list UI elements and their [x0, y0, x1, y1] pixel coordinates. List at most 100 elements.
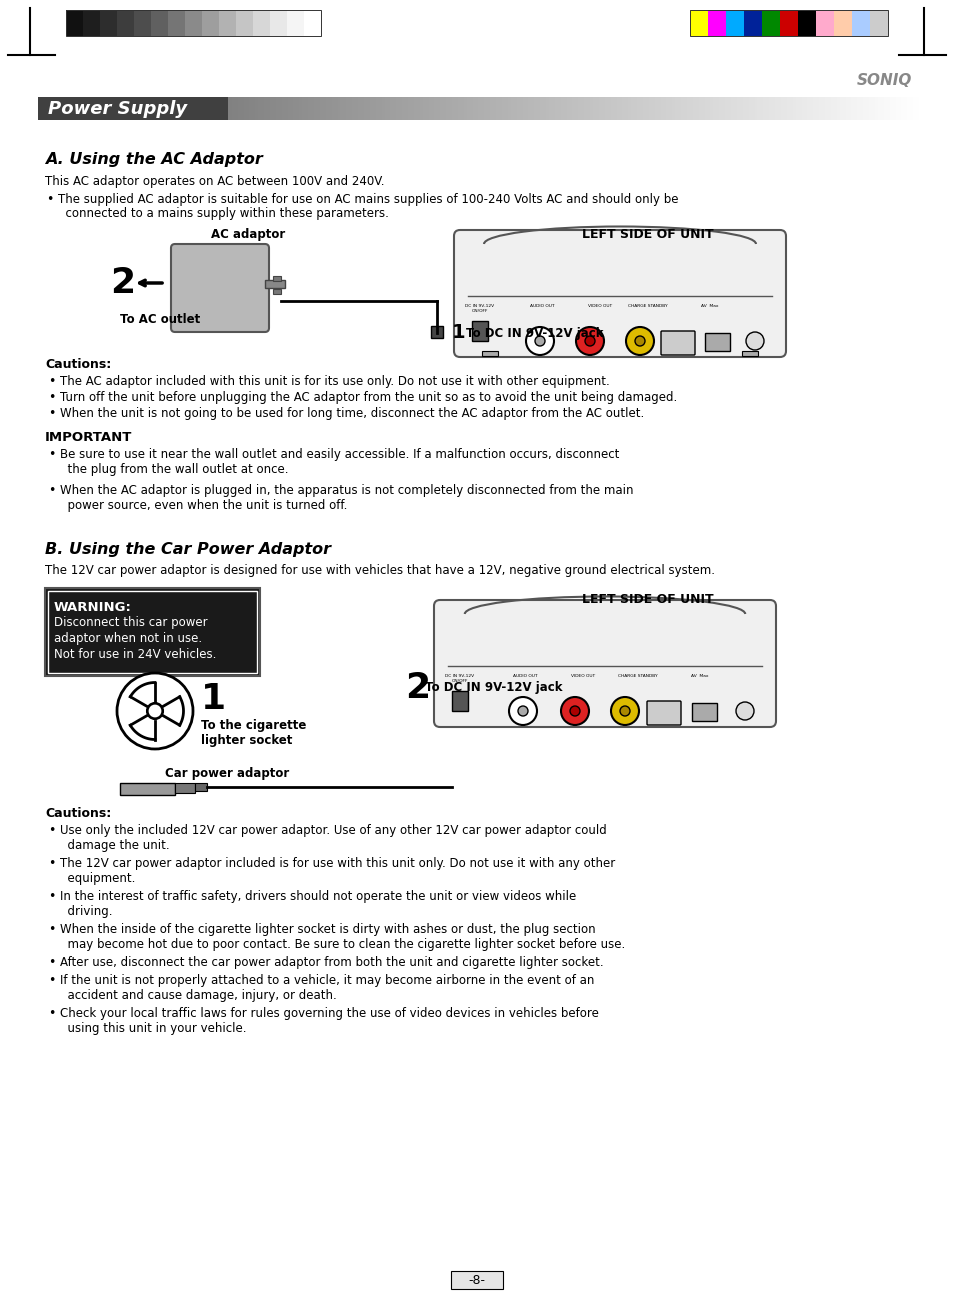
Bar: [73, 97, 76, 119]
FancyBboxPatch shape: [646, 701, 680, 726]
Circle shape: [625, 327, 654, 354]
Bar: [624, 97, 628, 119]
Text: After use, disconnect the car power adaptor from both the unit and cigarette lig: After use, disconnect the car power adap…: [60, 957, 603, 970]
Bar: [607, 97, 610, 119]
Bar: [666, 97, 669, 119]
Bar: [446, 97, 449, 119]
Text: LEFT SIDE OF UNIT: LEFT SIDE OF UNIT: [581, 593, 713, 606]
Bar: [915, 97, 918, 119]
Bar: [219, 10, 235, 36]
Text: •: •: [48, 890, 55, 903]
Bar: [539, 97, 542, 119]
Bar: [475, 97, 478, 119]
Text: To DC IN 9V-12V jack: To DC IN 9V-12V jack: [465, 327, 603, 340]
Bar: [117, 10, 133, 36]
Bar: [261, 97, 264, 119]
Bar: [370, 97, 373, 119]
Bar: [253, 10, 270, 36]
Bar: [355, 97, 357, 119]
Bar: [801, 97, 803, 119]
Bar: [126, 97, 129, 119]
Bar: [493, 97, 496, 119]
Bar: [270, 97, 273, 119]
Bar: [768, 97, 771, 119]
Bar: [596, 97, 598, 119]
Bar: [460, 97, 463, 119]
Bar: [103, 97, 106, 119]
Bar: [833, 97, 836, 119]
Bar: [360, 97, 364, 119]
Bar: [443, 97, 446, 119]
Bar: [657, 97, 659, 119]
Bar: [299, 97, 302, 119]
Bar: [816, 97, 819, 119]
Bar: [586, 97, 590, 119]
Bar: [648, 97, 651, 119]
Circle shape: [635, 336, 644, 347]
Bar: [436, 97, 440, 119]
Bar: [780, 10, 797, 36]
Bar: [322, 97, 326, 119]
Text: When the AC adaptor is plugged in, the apparatus is not completely disconnected : When the AC adaptor is plugged in, the a…: [60, 484, 633, 497]
Text: AV  Max: AV Max: [700, 304, 718, 308]
Text: To AC outlet: To AC outlet: [120, 313, 200, 326]
Bar: [558, 97, 560, 119]
Bar: [398, 97, 402, 119]
Bar: [877, 97, 880, 119]
Text: accident and cause damage, injury, or death.: accident and cause damage, injury, or de…: [60, 989, 336, 1002]
Bar: [387, 97, 390, 119]
Bar: [422, 97, 425, 119]
Bar: [85, 97, 88, 119]
Bar: [226, 97, 229, 119]
Bar: [265, 280, 285, 288]
Bar: [311, 97, 314, 119]
Text: •: •: [48, 857, 55, 870]
Bar: [48, 591, 256, 672]
FancyBboxPatch shape: [660, 331, 695, 354]
Bar: [504, 97, 507, 119]
Bar: [112, 97, 114, 119]
Bar: [199, 97, 202, 119]
Bar: [745, 97, 748, 119]
Bar: [510, 97, 514, 119]
Bar: [806, 97, 809, 119]
Bar: [754, 97, 757, 119]
Circle shape: [610, 697, 639, 726]
Bar: [669, 97, 672, 119]
Text: To the cigarette
lighter socket: To the cigarette lighter socket: [201, 719, 306, 748]
Text: equipment.: equipment.: [60, 872, 135, 885]
Bar: [868, 97, 871, 119]
Bar: [748, 97, 751, 119]
Bar: [675, 97, 678, 119]
Bar: [93, 97, 96, 119]
Text: Car power adaptor: Car power adaptor: [165, 767, 289, 780]
Text: the plug from the wall outlet at once.: the plug from the wall outlet at once.: [60, 463, 288, 476]
Bar: [590, 97, 593, 119]
Text: damage the unit.: damage the unit.: [60, 839, 170, 851]
Text: driving.: driving.: [60, 905, 112, 918]
Bar: [164, 97, 167, 119]
Bar: [725, 10, 743, 36]
Bar: [836, 97, 839, 119]
Bar: [765, 97, 768, 119]
Bar: [639, 97, 642, 119]
Bar: [517, 97, 519, 119]
Bar: [680, 97, 683, 119]
Text: Disconnect this car power: Disconnect this car power: [54, 617, 208, 630]
Text: Cautions:: Cautions:: [45, 358, 112, 371]
Bar: [724, 97, 727, 119]
Text: AC adaptor: AC adaptor: [211, 228, 285, 241]
Bar: [431, 97, 434, 119]
Bar: [707, 97, 710, 119]
Text: Use only the included 12V car power adaptor. Use of any other 12V car power adap: Use only the included 12V car power adap…: [60, 824, 606, 837]
Bar: [273, 97, 275, 119]
Bar: [812, 97, 816, 119]
Bar: [733, 97, 736, 119]
Bar: [830, 97, 833, 119]
Bar: [176, 97, 179, 119]
Bar: [757, 97, 760, 119]
Bar: [319, 97, 322, 119]
Bar: [797, 10, 815, 36]
Bar: [375, 97, 378, 119]
Text: The supplied AC adaptor is suitable for use on AC mains supplies of 100-240 Volt: The supplied AC adaptor is suitable for …: [58, 193, 678, 206]
